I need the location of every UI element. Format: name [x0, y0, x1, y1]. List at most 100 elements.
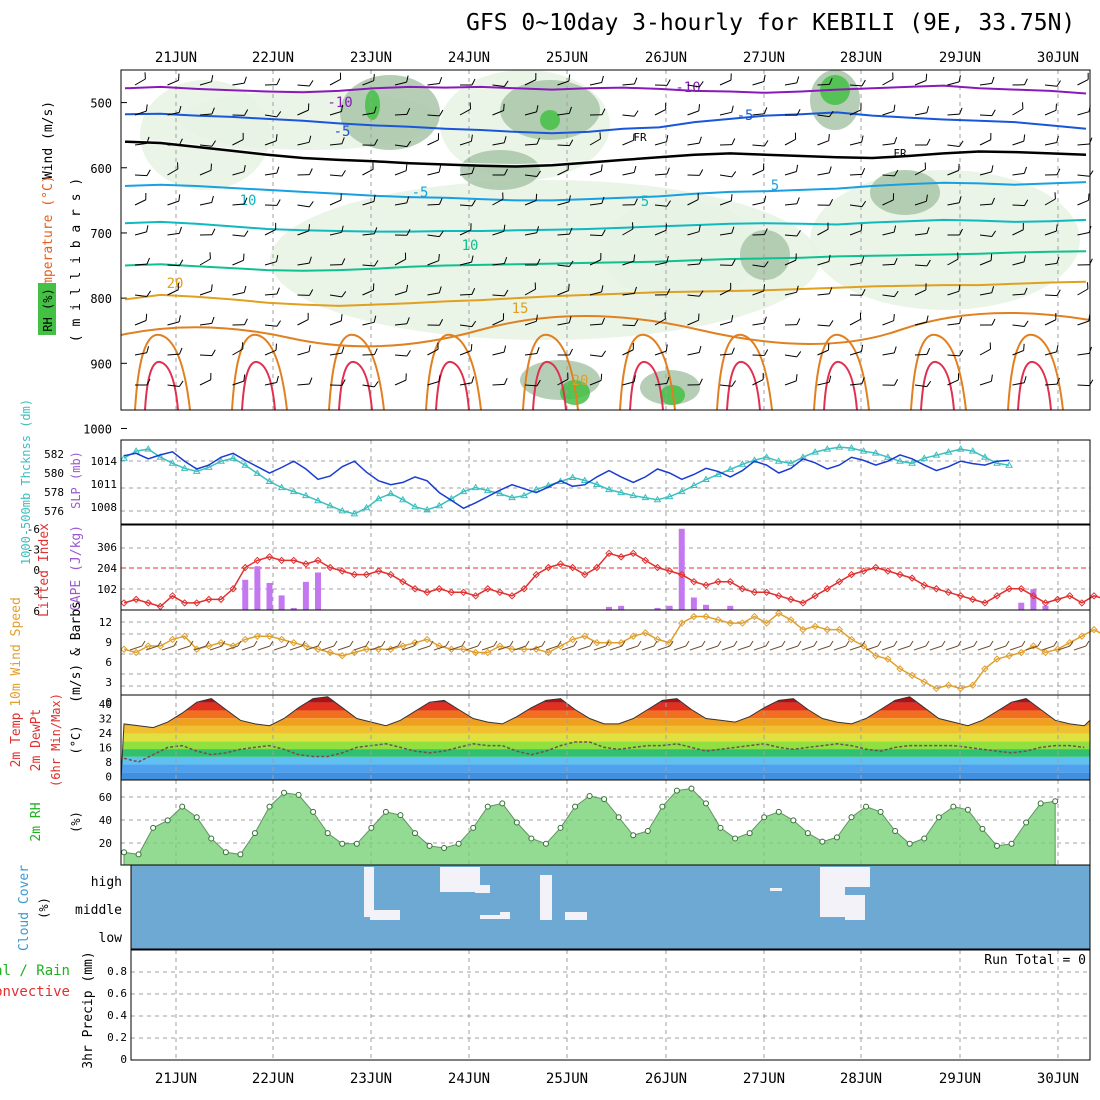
thickness-point	[896, 457, 904, 464]
wind-barb	[329, 193, 342, 206]
wind-barb	[817, 320, 834, 327]
wind10-barb	[497, 645, 511, 651]
wind-barb	[297, 135, 312, 146]
wind-barb	[622, 222, 634, 236]
wind10-barb	[465, 645, 479, 651]
wind-barb	[362, 139, 379, 146]
wind-barb	[1044, 168, 1061, 176]
wind10-barb	[413, 640, 418, 647]
rh2m-point	[746, 830, 753, 837]
wind-barb	[264, 199, 281, 206]
wind10-speed-point	[932, 684, 941, 693]
wind-barb	[784, 374, 798, 386]
wind10-barb	[1005, 640, 1010, 647]
wind-barb	[882, 193, 895, 206]
precip-left-tick: 0.4	[107, 1009, 127, 1022]
wind10-barb	[269, 640, 274, 647]
thickness-point	[265, 477, 274, 484]
wind-barb	[329, 379, 346, 386]
thickness-point	[653, 495, 662, 503]
wind10-barb	[977, 645, 991, 651]
lifted-index-point	[775, 592, 783, 600]
lifted-index-point	[690, 577, 698, 586]
wind-barb	[134, 104, 148, 116]
precip-panel-frame	[130, 949, 1091, 1061]
cape-bar	[266, 582, 273, 610]
temp-band	[121, 725, 1090, 734]
slp-right-tick: 1011	[91, 478, 118, 491]
rh2m-point	[542, 840, 549, 847]
contour-label: -5	[334, 124, 351, 140]
temp2m-left-tick: 40	[99, 698, 112, 711]
wind10-speed-point	[1041, 648, 1050, 657]
wind-barb	[524, 170, 542, 177]
thickness-point	[738, 460, 747, 467]
wind10-speed-point	[338, 652, 346, 660]
wind10-barb	[477, 640, 482, 647]
lifted-index-point	[399, 577, 407, 586]
contour-label: FR	[633, 131, 647, 144]
wind10-speed-point	[253, 632, 262, 640]
wind10-barb	[973, 640, 978, 647]
wind-barb	[264, 78, 281, 86]
wind-barb	[524, 73, 537, 86]
thickness-point	[398, 495, 407, 503]
wind-barb	[947, 252, 959, 266]
wind10-barb	[685, 640, 690, 647]
lifted-index-point	[484, 585, 492, 593]
lifted-index-point	[1078, 599, 1086, 607]
wind-barb	[687, 136, 702, 146]
wind10-barb	[817, 645, 831, 651]
day-label-bottom: 21JUN	[155, 1071, 197, 1087]
day-label-bottom: 22JUN	[252, 1071, 294, 1087]
wind10-barb	[513, 645, 527, 651]
wind10-speed-point	[326, 648, 334, 657]
wind-barb	[979, 374, 993, 386]
wind-barb	[817, 78, 833, 86]
wind10-barb	[1041, 645, 1055, 651]
lifted-index-point	[193, 599, 201, 607]
wind-barb	[427, 77, 443, 86]
wind10-barb	[957, 640, 962, 647]
wind10-speed-point	[447, 645, 456, 653]
rh2m-point	[455, 840, 462, 847]
thickness-point	[641, 493, 650, 501]
wind-barb	[817, 110, 834, 118]
isotherm-line	[522, 333, 579, 411]
temp-band	[121, 741, 1090, 750]
lifted-index-point	[241, 563, 249, 572]
temp2m-left-tick: 8	[105, 756, 112, 769]
rh2m-point	[1052, 798, 1059, 805]
wind10-barb	[909, 640, 914, 647]
wind-barb	[199, 316, 215, 326]
rh2m-point	[964, 806, 971, 813]
wind-barb	[914, 194, 928, 206]
wind10-speed-point	[847, 635, 856, 644]
wind-barb	[1012, 134, 1026, 146]
lifted-index-point	[423, 588, 431, 596]
wind10-barb	[797, 640, 802, 647]
wind-barb	[719, 105, 734, 116]
cape-bar	[606, 606, 612, 610]
wind10-barb	[385, 645, 399, 651]
wind-barb	[654, 135, 669, 146]
lifted-index-point	[120, 599, 128, 607]
day-label-top: 22JUN	[252, 50, 294, 66]
thickness-point	[520, 491, 529, 499]
thickness-point	[277, 483, 286, 491]
rh2m-point	[397, 812, 404, 819]
rh2m-point	[921, 835, 928, 842]
li-left-tick: 3	[33, 585, 40, 598]
rh2m-point	[222, 849, 229, 856]
rh2m-point	[484, 803, 491, 810]
temp-band	[121, 696, 1090, 703]
day-label-bottom: 24JUN	[448, 1071, 490, 1087]
thickness-point	[811, 448, 820, 455]
wind10-barb	[765, 640, 770, 647]
wind-barb	[784, 318, 801, 326]
cape-right-tick: 204	[97, 562, 117, 575]
wind-barb	[849, 256, 865, 266]
wind10-speed-point	[872, 652, 880, 660]
thickness-point	[665, 492, 674, 500]
isotherm-line	[328, 333, 385, 411]
